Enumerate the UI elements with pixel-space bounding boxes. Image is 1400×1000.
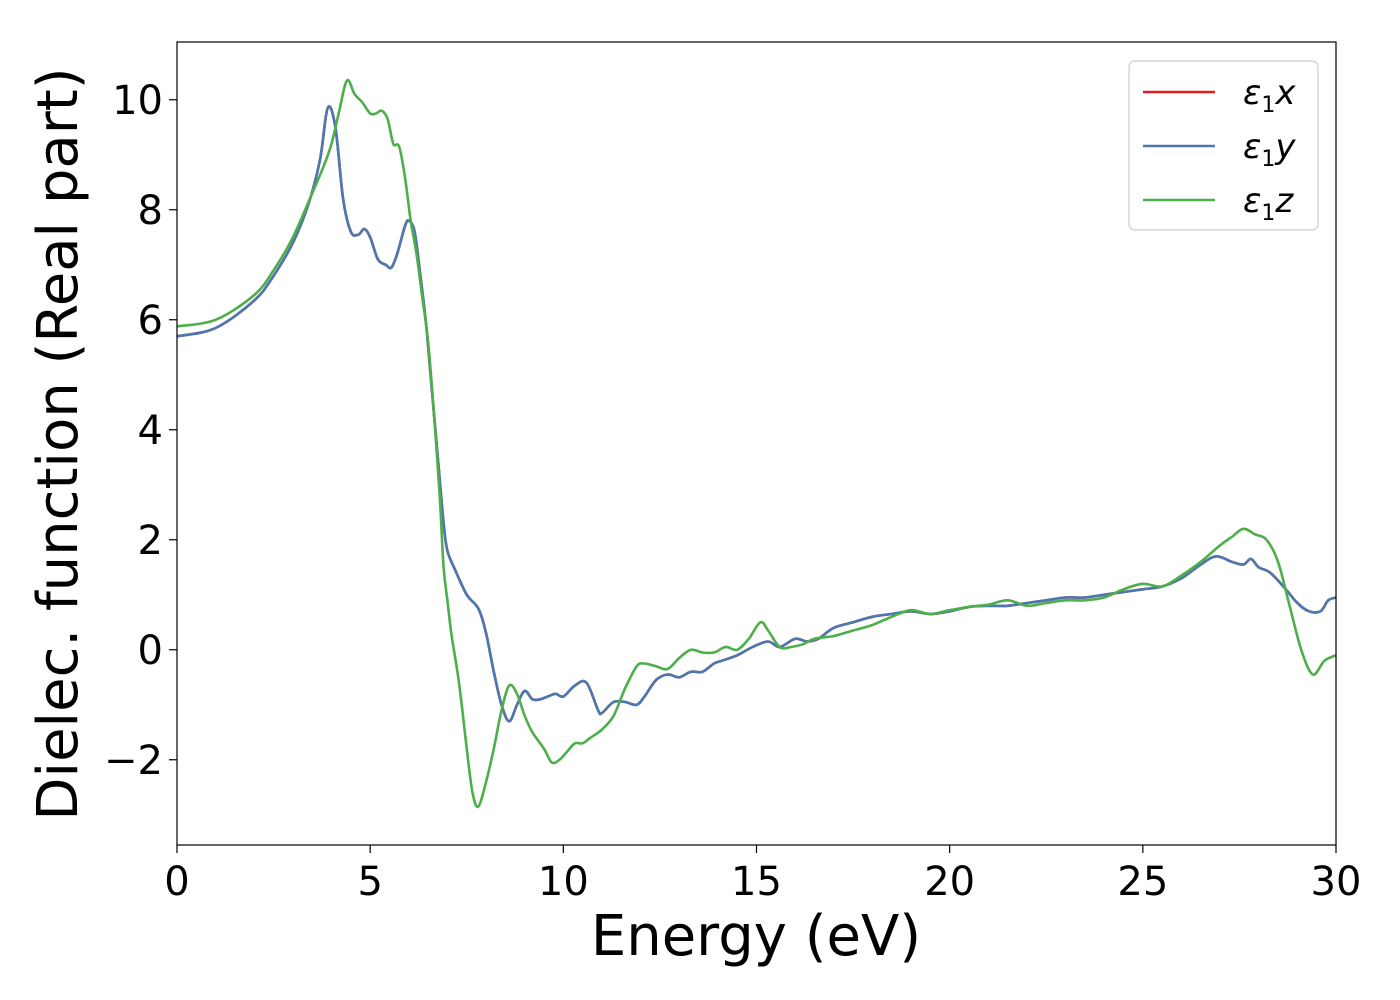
- y-tick-label: 2: [138, 518, 163, 564]
- legend: ε1x ε1y ε1z: [1128, 60, 1319, 231]
- x-tick-label: 30: [1311, 859, 1362, 905]
- y-axis: −2 0 2 4 6 8 10: [104, 78, 177, 784]
- x-tick-label: 15: [731, 859, 782, 905]
- series-line-z: [177, 78, 1336, 809]
- legend-label-z: ε1z: [1243, 181, 1294, 226]
- y-tick-label: 8: [138, 188, 163, 234]
- series-group: [177, 78, 1336, 809]
- x-tick-label: 25: [1117, 859, 1168, 905]
- y-tick-label: 6: [138, 298, 163, 344]
- x-tick-label: 20: [924, 859, 975, 905]
- x-axis-title: Energy (eV): [591, 904, 921, 969]
- y-tick-label: −2: [104, 738, 163, 784]
- legend-label-y: ε1y: [1243, 127, 1296, 172]
- x-tick-label: 10: [538, 859, 589, 905]
- legend-box: [1128, 60, 1319, 231]
- x-tick-label: 5: [357, 859, 382, 905]
- y-axis-title: Dielec. function (Real part): [26, 67, 91, 820]
- x-axis: 0 5 10 15 20 25 30: [164, 845, 1361, 905]
- series-line-y: [177, 105, 1336, 723]
- y-tick-label: 4: [138, 408, 163, 454]
- y-tick-label: 10: [112, 78, 163, 124]
- legend-label-x: ε1x: [1243, 73, 1296, 118]
- y-tick-label: 0: [138, 628, 163, 674]
- x-tick-label: 0: [164, 859, 189, 905]
